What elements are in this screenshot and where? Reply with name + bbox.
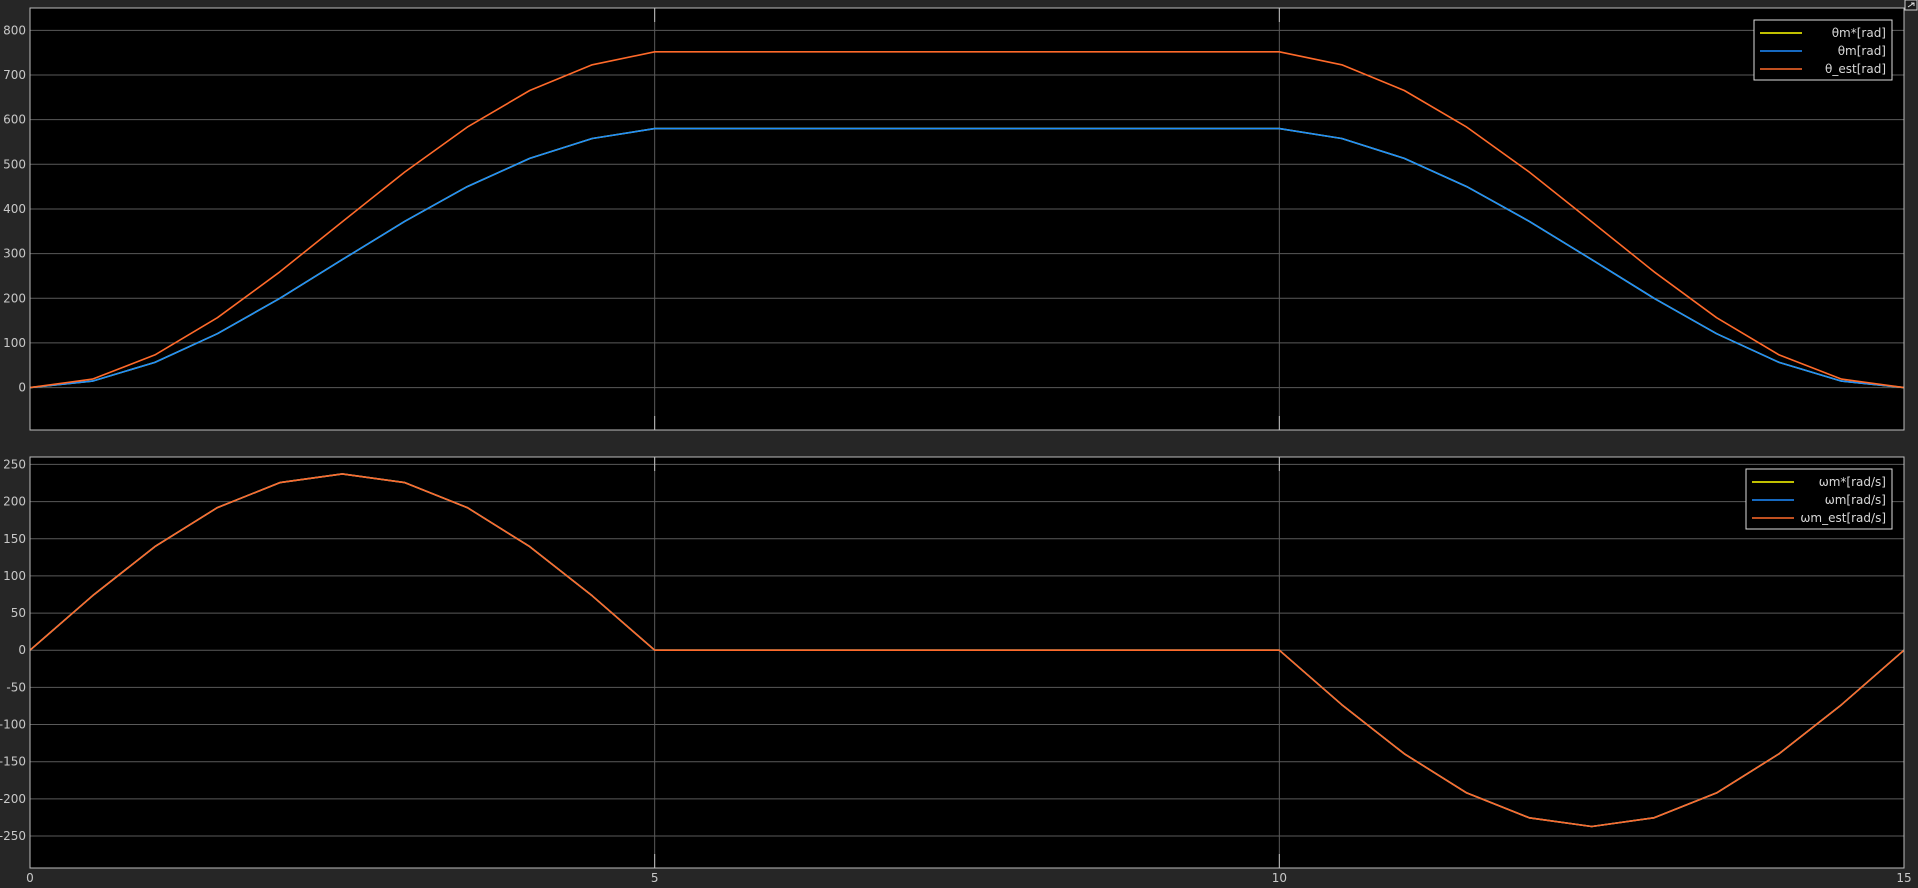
corner-maximize-icon[interactable] [1904,0,1918,11]
legend[interactable]: ωm*[rad/s] ωm[rad/s] ωm_est[rad/s] [1745,468,1893,530]
legend-entry: θ_est[rad] [1825,62,1886,76]
y-tick-label: -250 [0,829,26,843]
y-tick-label: 0 [18,381,26,395]
theta-axes[interactable]: 0 100 200 300 400 500 600 700 800 θm*[rad] θm[rad]… [3,7,1905,431]
legend-entry: θm*[rad] [1832,26,1886,40]
y-tick-label: 800 [3,23,26,37]
plot-area [30,8,1904,430]
y-tick-label: -200 [0,792,26,806]
x-tick-label: 5 [651,871,659,885]
legend-entry: ωm*[rad/s] [1819,475,1886,489]
y-tick-label: 100 [3,336,26,350]
legend-entry: ωm[rad/s] [1825,493,1886,507]
omega-axes[interactable]: -250 -200 -150 -100 -50 0 50 100 150 200 250 0 5 10 15… [0,456,1912,885]
series-line [29,473,1905,828]
y-tick-label: -50 [6,680,26,694]
y-tick-label: 0 [18,643,26,657]
x-tick-label: 0 [26,871,34,885]
y-tick-label: -100 [0,718,26,732]
plot-area [30,457,1904,868]
y-tick-label: 700 [3,68,26,82]
y-tick-label: 200 [3,495,26,509]
y-tick-label: 250 [3,457,26,471]
y-tick-label: -150 [0,755,26,769]
x-tick-label: 10 [1272,871,1287,885]
y-tick-label: 50 [11,606,26,620]
y-tick-label: 600 [3,113,26,127]
y-tick-label: 500 [3,157,26,171]
x-tick-label: 15 [1896,871,1911,885]
series-line [29,127,1905,389]
series-line [29,51,1905,389]
y-tick-label: 200 [3,291,26,305]
legend-entry: ωm_est[rad/s] [1800,511,1886,525]
axes-frame [29,456,1905,869]
legend-box [1745,468,1893,530]
y-tick-label: 100 [3,569,26,583]
legend-entry: θm[rad] [1838,44,1886,58]
y-tick-label: 150 [3,532,26,546]
y-tick-label: 400 [3,202,26,216]
legend[interactable]: θm*[rad] θm[rad] θ_est[rad] [1753,19,1893,81]
legend-box [1753,19,1893,81]
axes-frame [29,7,1905,431]
y-tick-label: 300 [3,247,26,261]
